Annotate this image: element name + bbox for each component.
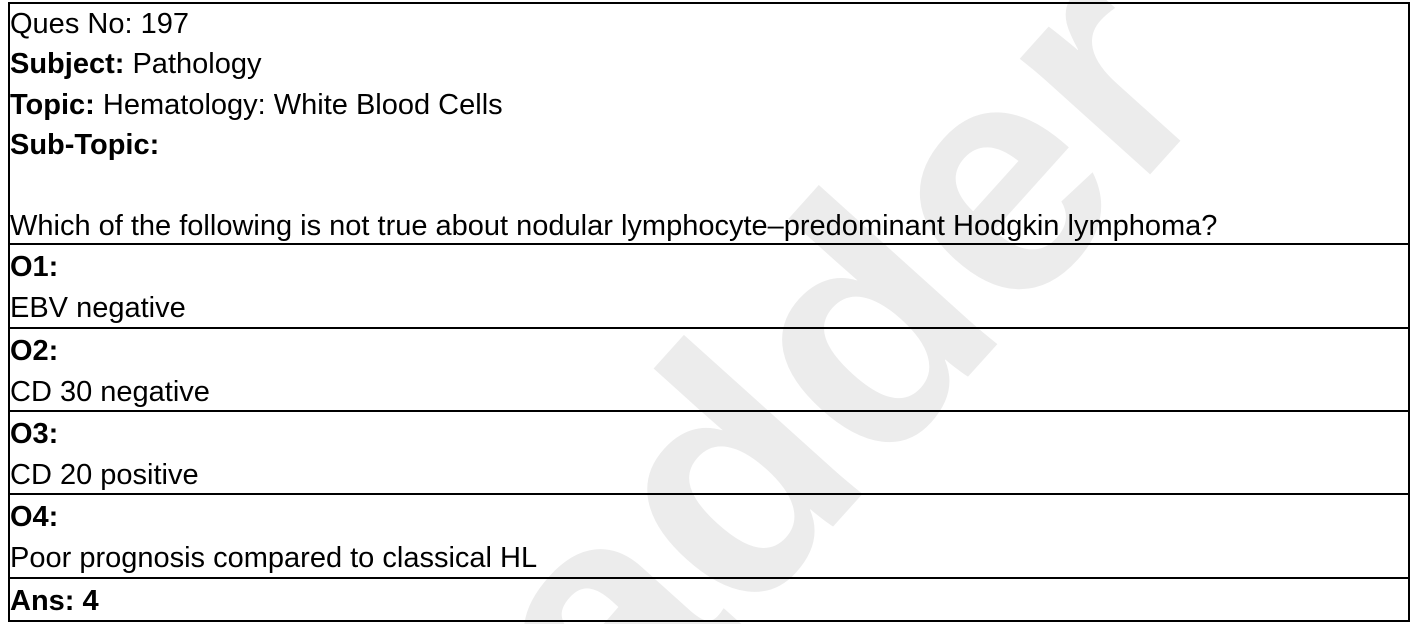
subject-line: Subject: Pathology [10,48,261,80]
question-sheet: Ques No: 197 Subject: Pathology Topic: H… [8,2,1410,622]
question-header-section: Ques No: 197 Subject: Pathology Topic: H… [10,4,1408,245]
answer-label: Ans: [10,585,75,617]
option-1-section: O1: EBV negative [10,245,1408,329]
option-4-section: O4: Poor prognosis compared to classical… [10,495,1408,579]
ques-no-label: Ques No: [10,8,133,40]
answer-value: 4 [82,585,99,617]
option-3-label: O3: [10,418,59,450]
option-4-label: O4: [10,501,59,533]
subject-value: Pathology [132,48,262,80]
answer-section: Ans: 4 [10,579,1408,620]
option-4-text: Poor prognosis compared to classical HL [10,542,538,574]
option-3-section: O3: CD 20 positive [10,412,1408,495]
option-1-text: EBV negative [10,292,186,324]
option-2-section: O2: CD 30 negative [10,329,1408,412]
ques-no-value: 197 [140,8,189,40]
option-1-label: O1: [10,251,59,283]
option-2-text: CD 30 negative [10,376,210,408]
subtopic-label: Sub-Topic: [10,129,160,161]
answer-line: Ans: 4 [10,585,99,617]
topic-line: Topic: Hematology: White Blood Cells [10,89,503,121]
subject-label: Subject: [10,48,125,80]
option-2-label: O2: [10,335,59,367]
topic-label: Topic: [10,89,95,121]
question-text: Which of the following is not true about… [10,210,1218,242]
topic-value: Hematology: White Blood Cells [102,89,503,121]
ques-no-line: Ques No: 197 [10,8,189,40]
subtopic-line: Sub-Topic: [10,129,159,161]
option-3-text: CD 20 positive [10,459,199,491]
